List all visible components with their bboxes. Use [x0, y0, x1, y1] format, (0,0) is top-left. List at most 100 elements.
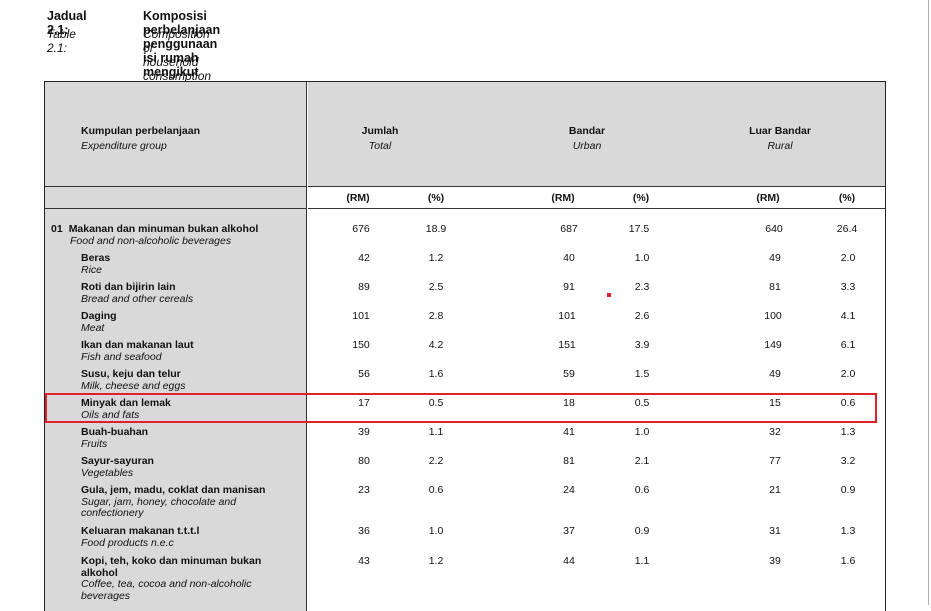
expenditure-table: Kumpulan perbelanjaan Expenditure group …	[44, 81, 886, 611]
cell-total-rm: 56	[358, 368, 370, 380]
cell-urban-pct: 0.9	[634, 525, 650, 537]
cell-rural-pct: 3.3	[840, 281, 856, 293]
cell-urban-pct: 2.1	[634, 455, 650, 467]
unit-urban-pct: (%)	[632, 192, 650, 204]
row-label-my: Minyak dan lemak	[81, 397, 171, 409]
cell-urban-pct: 1.5	[634, 368, 650, 380]
cell-rural-rm: 149	[764, 339, 782, 351]
cell-total-rm: 101	[352, 310, 370, 322]
cell-rural-rm: 77	[769, 455, 781, 467]
cell-total-rm: 150	[352, 339, 370, 351]
unit-total-rm: (RM)	[346, 192, 370, 204]
cell-urban-rm: 24	[563, 484, 575, 496]
cell-total-rm: 89	[358, 281, 370, 293]
cell-rural-pct: 26.4	[836, 223, 858, 235]
header-total: Jumlah Total	[335, 125, 425, 152]
cell-rural-rm: 81	[769, 281, 781, 293]
cell-urban-pct: 2.6	[634, 310, 650, 322]
unit-rural-rm: (RM)	[756, 192, 780, 204]
cell-total-rm: 23	[358, 484, 370, 496]
row-label-my: Gula, jem, madu, coklat dan manisan	[81, 484, 266, 496]
cell-rural-pct: 6.1	[840, 339, 856, 351]
row-label-my: Ikan dan makanan laut	[81, 339, 194, 351]
row-label-en: Milk, cheese and eggs	[81, 379, 186, 392]
row-label-my: Buah-buahan	[81, 426, 149, 438]
cell-urban-pct: 1.0	[634, 252, 650, 264]
header-rural-my: Luar Bandar	[749, 125, 811, 137]
cell-urban-rm: 81	[563, 455, 575, 467]
cell-total-pct: 2.5	[428, 281, 444, 293]
cell-total-pct: 0.5	[428, 397, 444, 409]
cell-rural-rm: 49	[769, 368, 781, 380]
cell-total-rm: 676	[352, 223, 370, 235]
header-group-en: Expenditure group	[81, 140, 167, 152]
header-urban-my: Bandar	[568, 125, 606, 137]
cell-urban-pct: 1.0	[634, 426, 650, 438]
cell-total-rm: 36	[358, 525, 370, 537]
group-column-shade	[45, 82, 307, 611]
cell-total-pct: 1.0	[428, 525, 444, 537]
cell-rural-pct: 3.2	[840, 455, 856, 467]
cell-total-pct: 1.2	[428, 555, 444, 567]
header-group: Kumpulan perbelanjaan Expenditure group	[81, 125, 200, 152]
header-urban-en: Urban	[572, 140, 602, 152]
row-label-my: Keluaran makanan t.t.t.l	[81, 525, 200, 537]
row-label-my: Daging	[81, 310, 117, 322]
cell-rural-pct: 1.3	[840, 426, 856, 438]
row-label-en: Meat	[81, 321, 105, 334]
cell-urban-rm: 151	[558, 339, 576, 351]
page-edge	[928, 0, 929, 605]
row-label-en: Oils and fats	[81, 408, 140, 421]
cell-rural-rm: 15	[769, 397, 781, 409]
cell-urban-rm: 101	[558, 310, 576, 322]
row-label-en: Bread and other cereals	[81, 292, 194, 305]
row-label-my: Makanan dan minuman bukan alkohol	[68, 223, 259, 235]
cell-total-rm: 39	[358, 426, 370, 438]
cell-total-pct: 0.6	[428, 484, 444, 496]
highlight-box	[45, 393, 877, 423]
row-label-my: Beras	[81, 252, 111, 264]
row-label-my: Susu, keju dan telur	[81, 368, 181, 380]
header-total-my: Jumlah	[361, 125, 399, 137]
cell-urban-pct: 0.5	[634, 397, 650, 409]
unit-urban-rm: (RM)	[551, 192, 575, 204]
cell-urban-pct: 0.6	[634, 484, 650, 496]
row-label-en: Vegetables	[81, 466, 134, 479]
cell-urban-pct: 2.3	[634, 281, 650, 293]
cell-total-pct: 2.8	[428, 310, 444, 322]
cell-urban-pct: 1.1	[634, 555, 650, 567]
cell-total-pct: 4.2	[428, 339, 444, 351]
row-label-en: Fish and seafood	[81, 350, 162, 363]
cell-urban-rm: 687	[560, 223, 578, 235]
cell-urban-rm: 44	[563, 555, 575, 567]
header-group-my: Kumpulan perbelanjaan	[81, 125, 201, 137]
cell-rural-rm: 49	[769, 252, 781, 264]
cell-total-rm: 17	[358, 397, 370, 409]
cell-urban-pct: 3.9	[634, 339, 650, 351]
unit-row	[308, 186, 885, 209]
header-rural-en: Rural	[767, 140, 793, 152]
cell-rural-pct: 4.1	[840, 310, 856, 322]
unit-row-left	[45, 186, 307, 209]
cell-urban-rm: 59	[563, 368, 575, 380]
cell-rural-rm: 21	[769, 484, 781, 496]
cell-total-pct: 1.1	[428, 426, 444, 438]
cell-rural-pct: 1.3	[840, 525, 856, 537]
row-label-my: Kopi, teh, koko dan minuman bukan alkoho…	[81, 555, 262, 579]
header-total-en: Total	[368, 140, 392, 152]
cell-urban-rm: 41	[563, 426, 575, 438]
row-label-en: Coffee, tea, cocoa and non-alcoholic bev…	[81, 578, 252, 602]
cell-urban-rm: 18	[563, 397, 575, 409]
row-code: 01	[51, 223, 63, 235]
cell-rural-pct: 0.9	[840, 484, 856, 496]
cell-total-pct: 1.2	[428, 252, 444, 264]
row-label-en: Rice	[81, 263, 103, 276]
row-label-my: Sayur-sayuran	[81, 455, 154, 467]
cell-rural-pct: 0.6	[840, 397, 856, 409]
marker-dot	[607, 293, 611, 297]
cell-rural-rm: 31	[769, 525, 781, 537]
unit-rural-pct: (%)	[838, 192, 856, 204]
cell-total-pct: 18.9	[425, 223, 447, 235]
cell-urban-rm: 91	[563, 281, 575, 293]
row-label-my: Roti dan bijirin lain	[81, 281, 176, 293]
